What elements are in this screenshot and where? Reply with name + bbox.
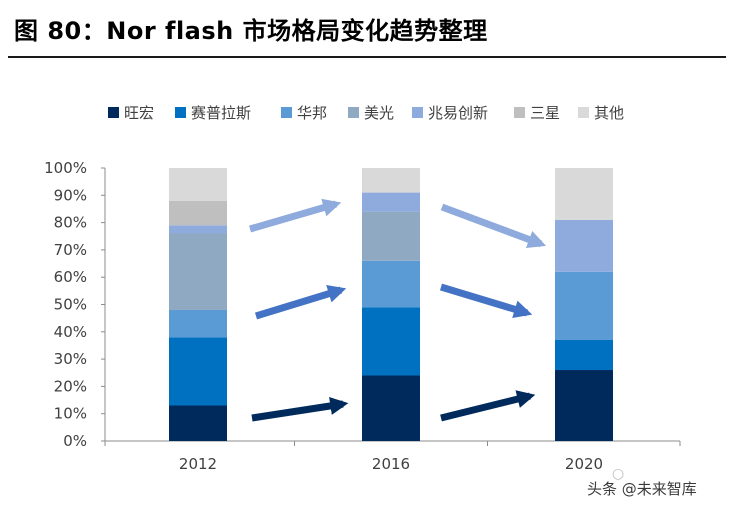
watermark: 头条 @未来智库 bbox=[587, 480, 697, 498]
y-tick-label: 20% bbox=[54, 377, 87, 395]
wechat-icon: ○ bbox=[612, 466, 625, 482]
trend-arrow-旺宏-2012-2016 bbox=[251, 396, 349, 422]
bar-2020-series-4 bbox=[555, 219, 613, 272]
y-tick-label: 80% bbox=[54, 214, 87, 232]
bar-2012-series-6 bbox=[169, 168, 227, 201]
legend-swatch-series-3 bbox=[348, 107, 359, 118]
bar-2016-series-6 bbox=[362, 168, 420, 193]
bar-2012-series-1 bbox=[169, 337, 227, 406]
legend-swatch-series-2 bbox=[281, 107, 292, 118]
bar-2016-series-1 bbox=[362, 307, 420, 376]
legend-label-series-5: 三星 bbox=[530, 104, 560, 122]
bar-2020-series-0 bbox=[555, 370, 613, 441]
bar-2012-series-3 bbox=[169, 233, 227, 310]
legend-label-series-3: 美光 bbox=[364, 104, 394, 122]
trend-arrow-华邦-2016-2020 bbox=[439, 283, 533, 319]
legend-label-series-4: 兆易创新 bbox=[428, 104, 488, 122]
bar-2012-series-0 bbox=[169, 405, 227, 441]
trend-arrow-兆易创新-2016-2020 bbox=[440, 203, 547, 249]
y-tick-label: 60% bbox=[54, 268, 87, 286]
y-tick-label: 10% bbox=[54, 405, 87, 423]
y-tick-label: 40% bbox=[54, 323, 87, 341]
legend-swatch-series-6 bbox=[578, 107, 589, 118]
y-tick-label: 100% bbox=[44, 159, 87, 177]
y-tick-label: 30% bbox=[54, 350, 87, 368]
title-divider bbox=[8, 56, 726, 58]
legend-swatch-series-5 bbox=[514, 107, 525, 118]
legend-swatch-series-1 bbox=[175, 107, 186, 118]
y-tick-label: 50% bbox=[54, 296, 87, 314]
bar-2020-series-1 bbox=[555, 339, 613, 371]
x-tick-label: 2012 bbox=[179, 455, 217, 473]
legend-label-series-6: 其他 bbox=[594, 104, 624, 122]
chart-title: 图 80：Nor flash 市场格局变化趋势整理 bbox=[14, 17, 488, 45]
bar-2016-series-3 bbox=[362, 211, 420, 261]
legend-label-series-2: 华邦 bbox=[297, 104, 327, 122]
trend-arrow-旺宏-2016-2020 bbox=[440, 390, 536, 422]
bar-2016-series-2 bbox=[362, 260, 420, 308]
x-tick-label: 2016 bbox=[372, 455, 410, 473]
legend-swatch-series-4 bbox=[412, 107, 423, 118]
trend-arrow-华邦-2012-2016 bbox=[254, 285, 347, 320]
y-tick-label: 0% bbox=[63, 432, 87, 450]
legend-label-series-1: 赛普拉斯 bbox=[191, 104, 251, 122]
bar-2016-series-0 bbox=[362, 375, 420, 441]
bar-2020-series-2 bbox=[555, 271, 613, 340]
bar-2012-series-4 bbox=[169, 225, 227, 234]
y-tick-label: 90% bbox=[54, 186, 87, 204]
legend-label-series-0: 旺宏 bbox=[124, 104, 154, 122]
bar-2016-series-4 bbox=[362, 192, 420, 212]
legend-swatch-series-0 bbox=[108, 107, 119, 118]
bar-2012-series-5 bbox=[169, 200, 227, 226]
bar-2020-series-6 bbox=[555, 168, 613, 220]
x-tick-label: 2020 bbox=[565, 455, 603, 473]
y-tick-label: 70% bbox=[54, 241, 87, 259]
trend-arrow-兆易创新-2012-2016 bbox=[249, 198, 342, 233]
bar-2012-series-2 bbox=[169, 309, 227, 338]
